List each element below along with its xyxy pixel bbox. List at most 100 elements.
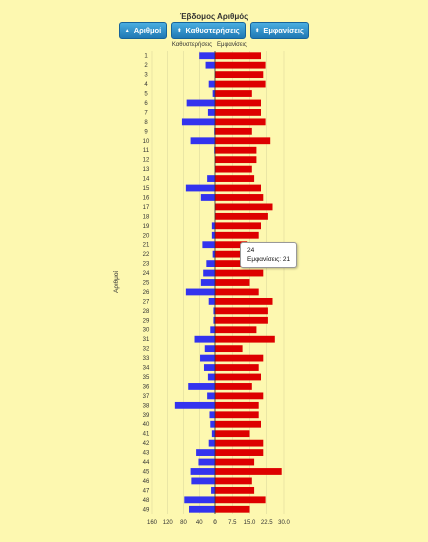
category-label: 12 <box>143 158 150 164</box>
appearance-bar <box>215 61 266 69</box>
category-label: 11 <box>143 148 150 154</box>
appearance-bar <box>215 373 261 381</box>
delay-bar <box>191 477 215 485</box>
category-label: 47 <box>143 488 150 494</box>
appearance-bar <box>215 307 268 315</box>
appearance-bar <box>215 90 252 97</box>
appearance-bar <box>215 354 264 362</box>
category-label: 29 <box>143 318 150 324</box>
right-tick-label: 15.0 <box>244 520 256 526</box>
delay-bar <box>207 392 215 400</box>
appearance-bar <box>215 401 259 409</box>
delay-bar <box>213 307 215 315</box>
delay-bar <box>202 241 215 249</box>
appearance-bar <box>215 260 248 268</box>
appearance-bar <box>215 468 282 475</box>
category-label: 20 <box>143 233 150 239</box>
tooltip-text: Εμφανίσεις: 21 <box>247 256 291 263</box>
appearance-bar <box>215 231 259 239</box>
category-label: 6 <box>144 101 148 107</box>
appearance-bar <box>215 449 264 456</box>
category-label: 27 <box>143 299 150 305</box>
sort-by-appearances-button[interactable]: ⬍ Εμφανίσεις <box>250 22 309 39</box>
delay-bar <box>208 297 215 305</box>
left-tick-label: 160 <box>147 520 158 526</box>
category-label: 28 <box>143 309 150 315</box>
appearance-bar <box>215 52 261 60</box>
delay-bar <box>208 80 215 88</box>
appearance-bar <box>215 165 252 173</box>
appearance-bar <box>215 80 266 88</box>
appearance-bar <box>215 505 250 513</box>
delay-bar <box>208 439 215 447</box>
category-label: 40 <box>143 422 150 428</box>
appearance-bar <box>215 486 255 494</box>
category-label: 19 <box>143 224 150 230</box>
delay-bar <box>181 118 215 126</box>
category-label: 39 <box>143 413 150 419</box>
appearance-bar <box>215 392 264 400</box>
appearance-bar <box>215 335 275 343</box>
appearance-bar <box>215 279 250 286</box>
category-label: 13 <box>143 167 150 173</box>
delay-bar <box>196 449 215 456</box>
delay-bar <box>211 222 215 230</box>
chart-title: Έβδομος Αριθμός <box>179 12 249 21</box>
category-label: 41 <box>143 432 150 438</box>
delay-bar <box>200 279 215 286</box>
category-label: 25 <box>143 281 150 287</box>
appearance-bar <box>215 297 273 305</box>
delay-bar <box>186 99 215 107</box>
left-tick-label: 40 <box>196 520 203 526</box>
appearances-series-label: Εμφανίσεις <box>217 42 247 48</box>
delay-bar <box>188 383 215 390</box>
category-label: 24 <box>143 271 150 277</box>
appearance-bar <box>215 345 243 353</box>
category-label: 9 <box>144 129 148 135</box>
category-label: 36 <box>143 384 150 390</box>
appearance-bar <box>215 146 257 154</box>
delay-bar <box>212 250 215 258</box>
right-tick-label: 7.5 <box>228 520 237 526</box>
appearance-bar <box>215 222 261 230</box>
category-label: 37 <box>143 394 150 400</box>
appearance-bar <box>215 184 261 192</box>
right-tick-label: 22.5 <box>261 520 273 526</box>
sort-by-delays-button[interactable]: ⬍ Καθυστερήσεις <box>171 22 246 39</box>
sort-icon: ⬍ <box>177 27 182 34</box>
appearance-bar <box>215 109 261 116</box>
appearance-bar <box>215 288 259 296</box>
delay-bar <box>205 61 215 69</box>
delay-bar <box>212 90 215 97</box>
tooltip-number: 24 <box>247 247 255 254</box>
category-label: 21 <box>143 243 150 249</box>
sort-by-number-button[interactable]: ▲ Αριθμοί <box>119 22 167 39</box>
appearance-bar <box>215 458 255 466</box>
category-label: 26 <box>143 290 150 296</box>
category-label: 2 <box>144 63 148 69</box>
category-label: 18 <box>143 214 150 220</box>
category-label: 17 <box>143 205 150 211</box>
appearance-bar <box>215 383 252 390</box>
delay-bar <box>185 184 215 192</box>
category-label: 1 <box>144 54 148 60</box>
appearance-bar <box>215 71 264 79</box>
delay-bar <box>207 109 215 116</box>
category-label: 3 <box>144 73 148 79</box>
left-tick-label: 80 <box>180 520 187 526</box>
delay-bar <box>206 260 215 268</box>
delay-bar <box>213 316 215 324</box>
delay-bar <box>174 401 215 409</box>
delay-bar <box>200 354 215 362</box>
category-label: 42 <box>143 441 150 447</box>
delays-series-label: Καθυστερήσεις <box>172 41 212 48</box>
delay-bar <box>194 335 215 343</box>
appearance-bar <box>215 137 271 145</box>
sort-by-delays-label: Καθυστερήσεις <box>185 26 240 35</box>
category-label: 5 <box>144 92 148 98</box>
category-label: 43 <box>143 451 150 457</box>
category-label: 22 <box>143 252 150 258</box>
delay-bar <box>185 288 215 296</box>
appearance-bar <box>215 420 261 428</box>
category-label: 15 <box>143 186 150 192</box>
